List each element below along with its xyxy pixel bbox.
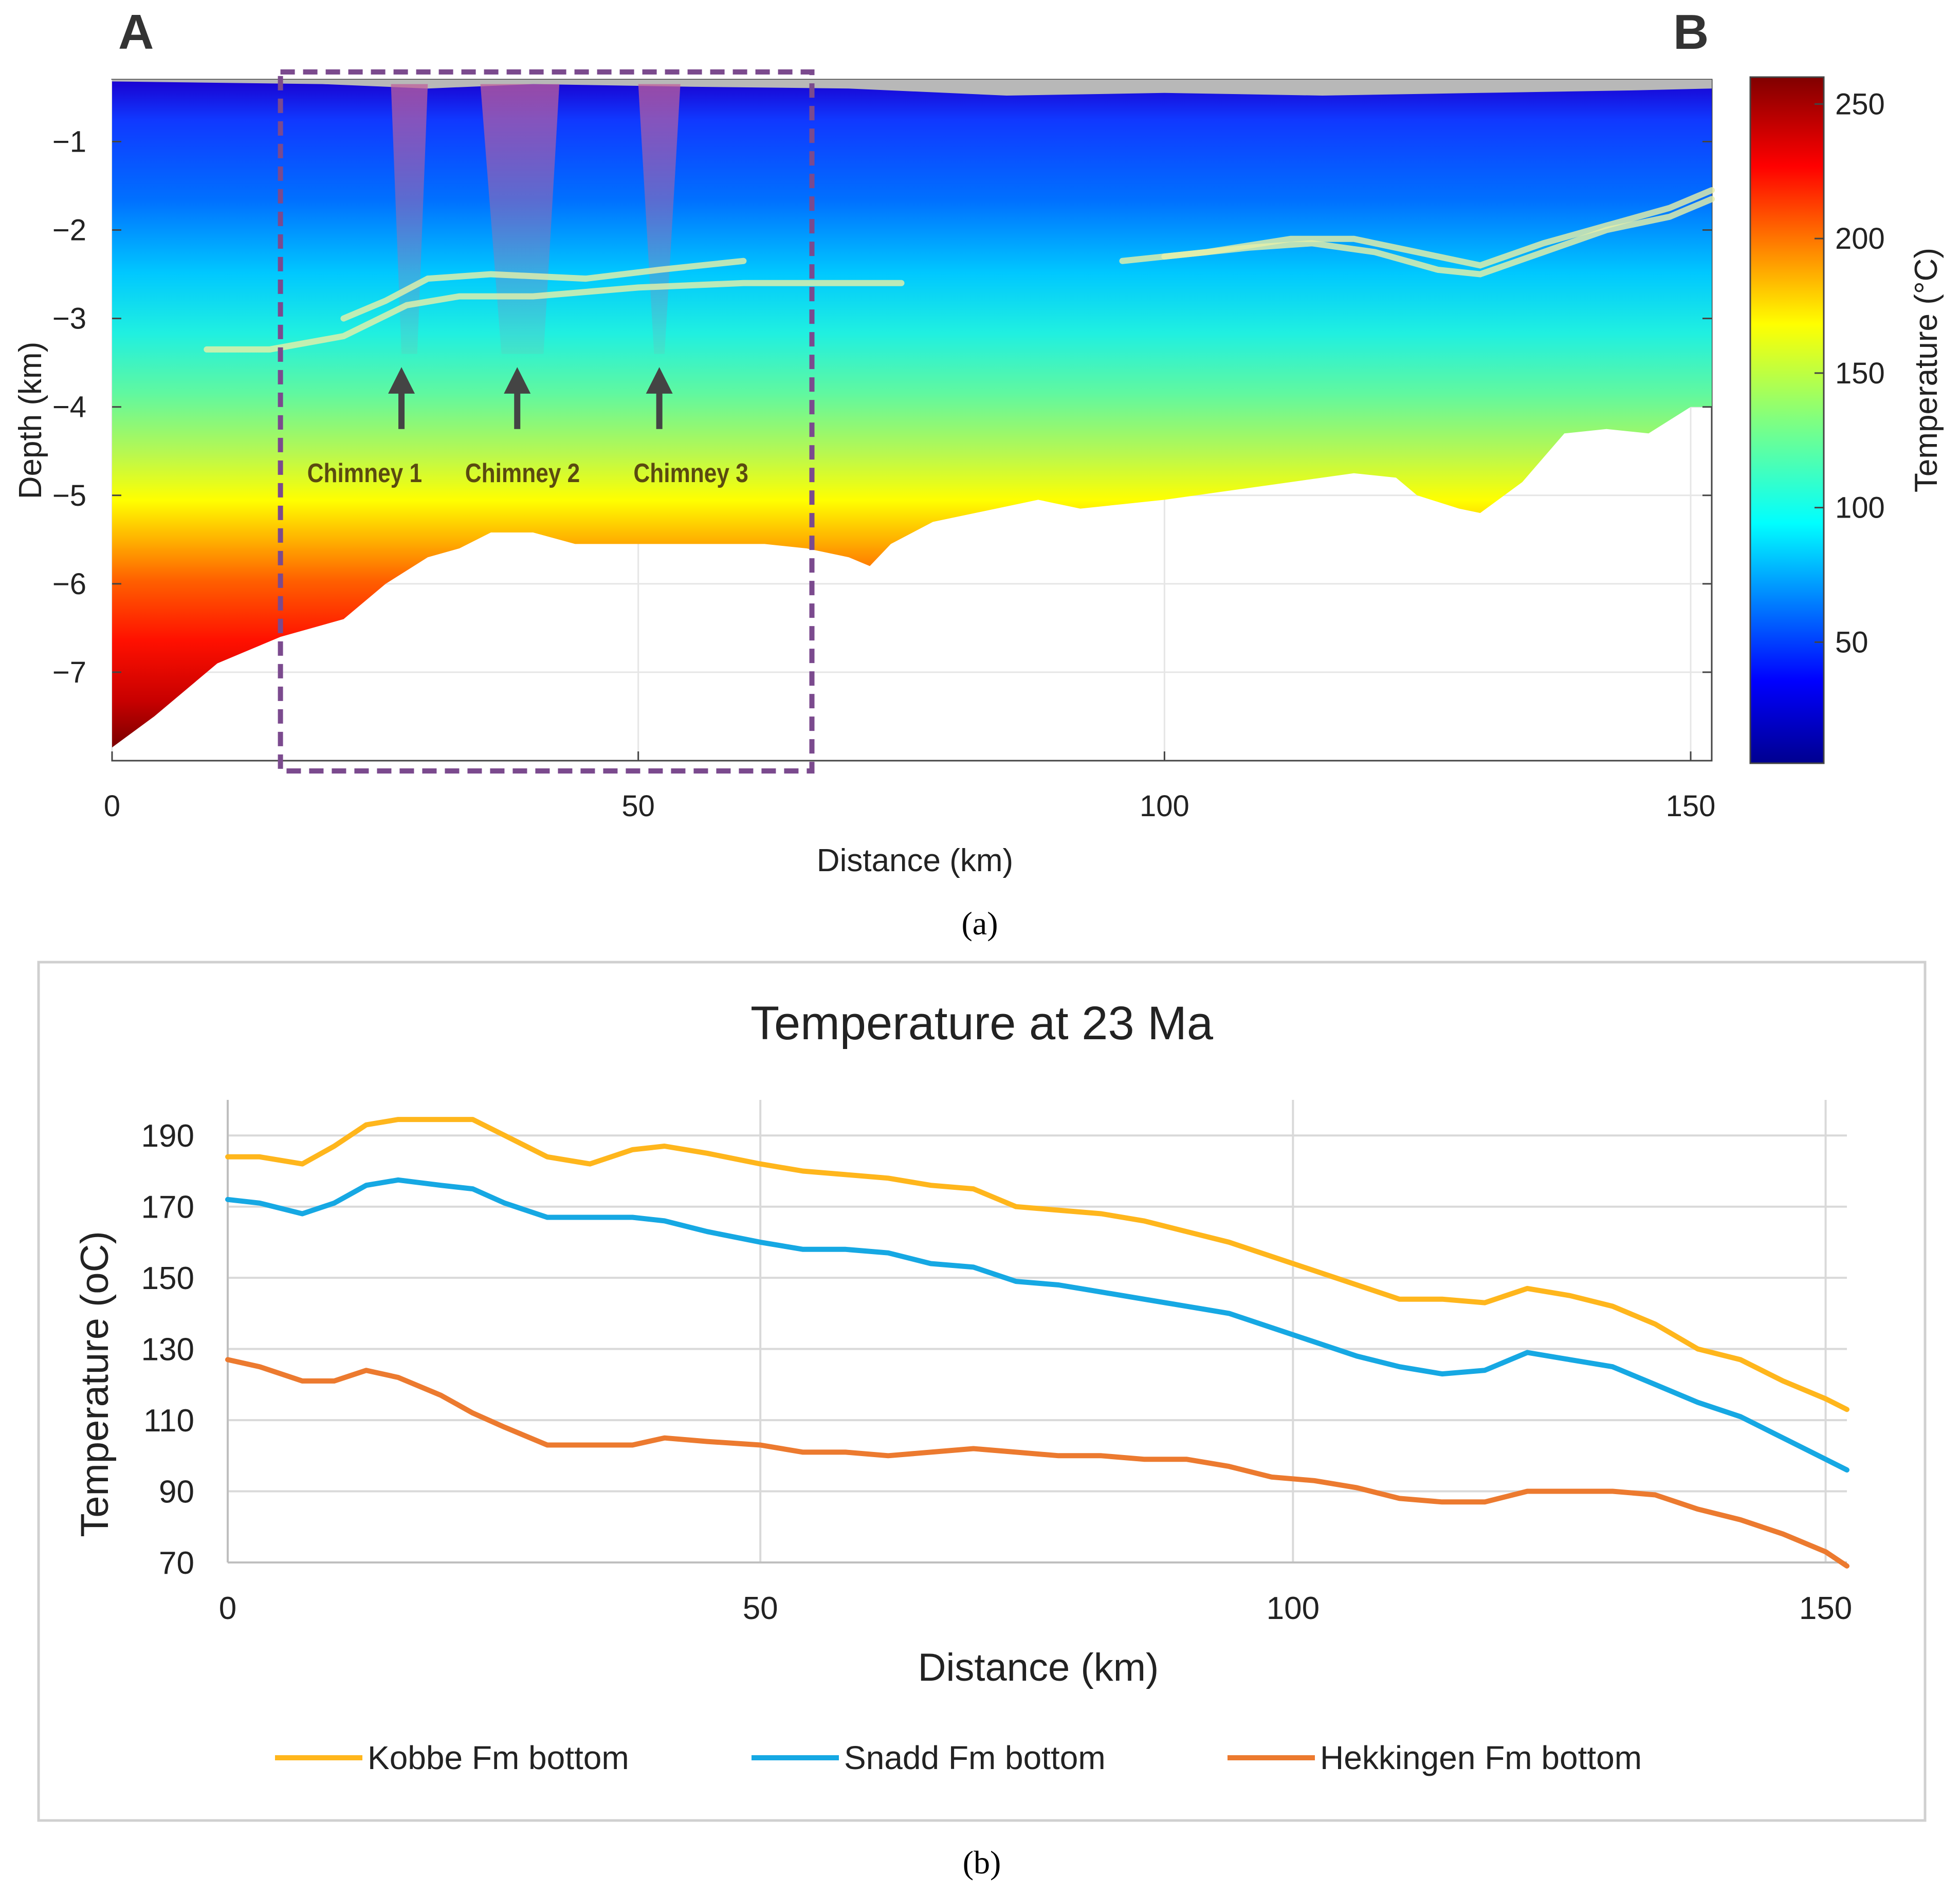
- horizon-bands: [204, 187, 1715, 353]
- heatmap-y-tick-label: −1: [52, 125, 86, 158]
- line-chart-y-tick-label: 130: [141, 1332, 194, 1368]
- heatmap-axes: 0 50 100 150 −1 −2 −3 −4 −5 −6 −7: [52, 125, 1716, 823]
- chart-frame: [37, 961, 1927, 1822]
- chimney-arrow-head: [646, 367, 673, 394]
- colorbar-tick-label: 250: [1835, 87, 1885, 121]
- panel-b-line-chart: Temperature at 23 Ma 70 90 110 130 150 170 190…: [37, 961, 1927, 1881]
- horizon-band: [204, 280, 905, 353]
- line-chart-x-tick-label: 50: [743, 1591, 778, 1626]
- profile-end-label: B: [1673, 5, 1709, 60]
- panel-a-cross-section: A B Chimney 1 Chimney 2 Chimney 3 0 50 100 15…: [13, 5, 1944, 942]
- heatmap-y-tick-label: −7: [52, 656, 86, 689]
- heatmap-x-axis-label: Distance (km): [817, 843, 1013, 878]
- heatmap-y-tick-label: −6: [52, 567, 86, 601]
- colorbar-tick-label: 200: [1835, 222, 1885, 255]
- chimney-arrow-head: [388, 367, 415, 394]
- chimney-arrows: [388, 367, 673, 429]
- series-line-2: [225, 1357, 1849, 1569]
- line-chart-y-tick-label: 110: [143, 1403, 194, 1439]
- line-chart-y-tick-label: 190: [141, 1118, 194, 1154]
- heatmap-y-tick-label: −5: [52, 479, 86, 512]
- colorbar-label: Temperature (°C): [1909, 248, 1944, 492]
- horizon-band: [1161, 196, 1715, 278]
- chimney-label: Chimney 2: [465, 458, 580, 488]
- line-chart-series: [225, 1117, 1849, 1569]
- chart-title: Temperature at 23 Ma: [750, 997, 1214, 1050]
- line-chart-x-axis-label: Distance (km): [918, 1646, 1159, 1689]
- heatmap-y-tick-label: −2: [52, 214, 86, 247]
- chimney-label: Chimney 1: [307, 458, 422, 488]
- heatmap-y-tick-label: −4: [52, 391, 86, 424]
- heatmap-x-tick-label: 150: [1666, 789, 1716, 823]
- seafloor-strip: [112, 80, 1712, 96]
- colorbar-tick-label: 150: [1835, 357, 1885, 390]
- chimney-column: [638, 84, 681, 354]
- heatmap-x-tick-label: 0: [104, 789, 120, 823]
- chimney-arrow-head: [504, 367, 531, 394]
- line-chart-x-tick-label: 150: [1799, 1591, 1852, 1626]
- heatmap-x-tick-label: 100: [1140, 789, 1189, 823]
- legend: Kobbe Fm bottom Snadd Fm bottom Hekkingen …: [275, 1739, 1642, 1776]
- chimney-columns: [391, 84, 681, 354]
- heatmap-x-tick-label: 50: [621, 789, 655, 823]
- series-line-0: [225, 1117, 1849, 1412]
- colorbar-tick-label: 100: [1835, 491, 1885, 525]
- line-chart-y-axis-label: Temperature (oC): [73, 1231, 117, 1537]
- legend-label: Snadd Fm bottom: [844, 1739, 1106, 1776]
- series-line-1: [225, 1177, 1849, 1473]
- chimney-labels: Chimney 1 Chimney 2 Chimney 3: [307, 458, 748, 488]
- profile-start-label: A: [118, 5, 154, 60]
- line-chart-y-tick-label: 170: [141, 1190, 194, 1225]
- colorbar: [1749, 76, 1825, 764]
- heatmap-y-tick-label: −3: [52, 302, 86, 336]
- line-chart-x-tick-label: 100: [1267, 1591, 1320, 1626]
- horizon-band: [340, 257, 747, 322]
- panel-a-caption: (a): [961, 905, 998, 942]
- legend-label: Kobbe Fm bottom: [368, 1739, 629, 1776]
- chimney-highlight-box: [278, 69, 815, 774]
- line-chart-y-tick-label: 150: [141, 1261, 194, 1296]
- colorbar-ticks: 50 100 150 200 250: [1815, 87, 1885, 659]
- chimney-column: [480, 84, 560, 354]
- legend-label: Hekkingen Fm bottom: [1320, 1739, 1642, 1776]
- line-chart-axes: 70 90 110 130 150 170 190 0 50 100 150: [141, 1100, 1852, 1626]
- line-chart-y-tick-label: 70: [159, 1546, 194, 1581]
- chimney-label: Chimney 3: [633, 458, 748, 488]
- heatmap-y-axis-label: Depth (km): [13, 342, 48, 500]
- line-chart-y-tick-label: 90: [159, 1475, 194, 1510]
- panel-b-caption: (b): [963, 1844, 1001, 1881]
- line-chart-x-tick-label: 0: [219, 1591, 236, 1626]
- colorbar-tick-label: 50: [1835, 625, 1869, 659]
